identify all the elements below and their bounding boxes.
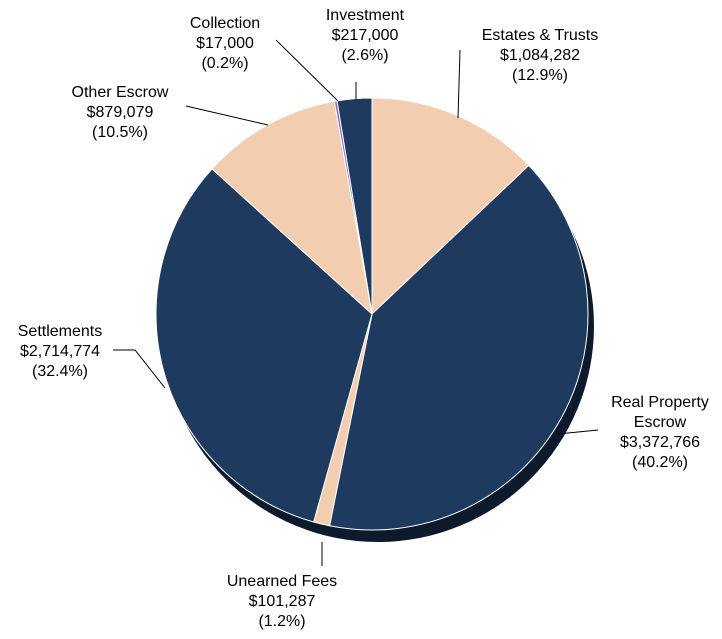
category-name: Estates & Trusts (481, 27, 599, 44)
percent-label: (0.2%) (201, 55, 249, 72)
value-label: $17,000 (196, 35, 254, 52)
category-name: Unearned Fees (226, 573, 338, 590)
category-name: Other Escrow (71, 84, 169, 101)
percent-label: (1.2%) (258, 613, 306, 630)
leader-line (457, 49, 461, 119)
value-label: $1,084,282 (499, 47, 581, 64)
value-label: $3,372,766 (619, 434, 701, 451)
slice-label: Estates & Trusts $1,084,282 (12.9%) (460, 26, 620, 86)
percent-label: (12.9%) (511, 67, 569, 84)
slice-label: Real Property Escrow $3,372,766 (40.2%) (600, 393, 720, 473)
leader-line (185, 105, 269, 126)
slice-label: Collection $17,000 (0.2%) (165, 14, 285, 74)
slice-label: Unearned Fees $101,287 (1.2%) (202, 572, 362, 632)
pie-slice (155, 168, 373, 523)
slice-label: Other Escrow $879,079 (10.5%) (50, 83, 190, 143)
percent-label: (10.5%) (91, 124, 149, 141)
slice-label: Investment $217,000 (2.6%) (305, 6, 425, 66)
category-name: Real Property Escrow (611, 394, 709, 431)
category-name: Investment (325, 7, 405, 24)
leader-line (275, 39, 339, 102)
value-label: $2,714,774 (19, 343, 101, 360)
category-name: Collection (189, 15, 261, 32)
slice-label: Settlements $2,714,774 (32.4%) (0, 322, 120, 382)
pie-slice (336, 97, 373, 315)
value-label: $217,000 (331, 27, 399, 44)
value-label: $879,079 (86, 104, 154, 121)
pie-slice (371, 97, 530, 316)
percent-label: (2.6%) (341, 47, 389, 64)
leader-line (557, 429, 599, 435)
category-name: Settlements (17, 323, 103, 340)
value-label: $101,287 (248, 593, 316, 610)
pie-slice (328, 164, 589, 531)
percent-label: (40.2%) (631, 454, 689, 471)
percent-label: (32.4%) (31, 363, 89, 380)
leader-line (113, 349, 166, 389)
